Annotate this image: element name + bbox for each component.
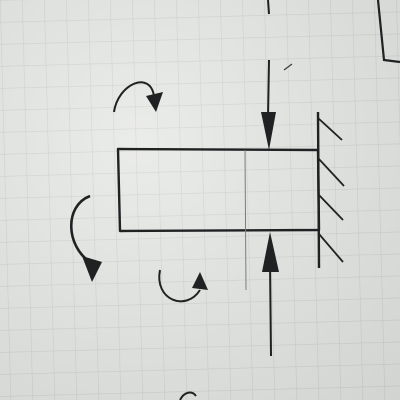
top-arrow-tail [267, 0, 270, 15]
section-line [244, 149, 247, 291]
stray-pen-mark-top-right [376, 0, 400, 64]
moment-arrow-bottom-head [192, 272, 208, 290]
moment-arrow-bottom [158, 269, 201, 303]
top-point-load-shaft [267, 59, 270, 119]
bottom-point-load-shaft [269, 261, 272, 357]
stray-pen-mark-bottom [179, 391, 197, 400]
fixed-wall-support [316, 111, 321, 269]
moment-arrow-top-left-head [146, 92, 163, 112]
moment-arrow-top-left [113, 81, 155, 113]
moment-arrow-left-head [82, 256, 102, 282]
bottom-point-load-arrowhead [262, 232, 279, 272]
top-point-load-arrowhead [261, 112, 276, 150]
wall-hatching [317, 117, 345, 263]
small-tick-mark [283, 63, 293, 71]
